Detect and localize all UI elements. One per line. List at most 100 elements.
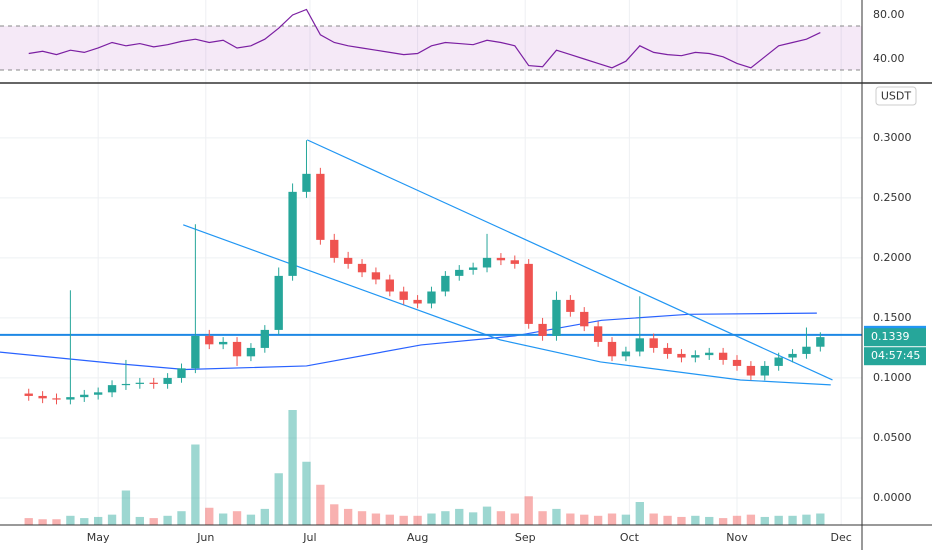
volume-bar — [135, 516, 144, 525]
volume-bar — [371, 513, 381, 525]
volume-bar — [246, 514, 256, 525]
volume-bar — [205, 507, 214, 525]
volume-bar — [343, 508, 353, 525]
volume-bar — [288, 410, 297, 525]
candle-body — [24, 393, 33, 396]
candle-body — [746, 365, 756, 376]
volume-bar — [107, 514, 117, 525]
volume-bar — [302, 461, 311, 525]
x-tick-label: Sep — [515, 531, 536, 544]
candle-body — [191, 335, 200, 369]
volume-bar — [163, 515, 172, 525]
volume-bar — [524, 496, 533, 525]
volume-bar — [177, 511, 186, 525]
volume-bar — [80, 518, 89, 525]
volume-bar — [593, 515, 603, 525]
candle-body — [385, 279, 394, 292]
x-tick-label: Oct — [620, 531, 640, 544]
candle-body — [107, 385, 117, 393]
candle-body — [330, 239, 339, 258]
volume-bar — [621, 514, 631, 525]
volume-bar — [38, 519, 47, 525]
volume-bar — [607, 513, 617, 525]
candle-body — [357, 263, 367, 273]
volume-bar — [24, 518, 33, 525]
candle-body — [413, 299, 422, 304]
price-label: 0.1339 — [871, 330, 910, 343]
candle-body — [635, 338, 644, 352]
candle-body — [371, 272, 381, 280]
candle-body — [455, 269, 464, 276]
volume-bar — [649, 513, 658, 525]
volume-bar — [802, 514, 811, 525]
rsi-line — [28, 8, 821, 69]
x-tick-label: Dec — [831, 531, 852, 544]
currency: USDT — [881, 90, 912, 103]
price-label-box — [864, 347, 926, 366]
candle-body — [52, 398, 61, 400]
candle-body — [441, 275, 450, 292]
candle-body — [66, 397, 75, 400]
volume-bar — [441, 511, 450, 525]
candle-body — [80, 394, 89, 398]
candle-body — [538, 323, 547, 336]
volume-bar — [455, 508, 464, 525]
y-tick-label: 0.3000 — [873, 131, 912, 144]
candle-body — [163, 377, 172, 384]
candle-body — [663, 347, 672, 354]
volume-bar — [330, 504, 339, 525]
volume-bar — [677, 516, 686, 525]
price-label-box — [864, 328, 926, 347]
y-tick-label: 0.2000 — [873, 251, 912, 264]
rsi-tick-label: 40.00 — [873, 52, 905, 65]
candle-body — [274, 275, 283, 330]
volume-bar — [468, 512, 478, 525]
y-tick-label: 0.0000 — [873, 491, 912, 504]
candle-body — [468, 267, 478, 270]
volume-bar — [427, 513, 436, 525]
volume-bar — [746, 514, 756, 525]
rsi-tick-label: 80.00 — [873, 8, 905, 21]
volume-bar — [760, 516, 769, 525]
volume-bar — [691, 515, 700, 525]
volume-bar — [232, 511, 242, 525]
volume-bar — [663, 515, 672, 525]
y-tick-label: 0.0500 — [873, 431, 912, 444]
trendline — [306, 139, 833, 381]
volume-bar — [482, 506, 492, 525]
volume-bar — [357, 511, 367, 525]
candle-body — [788, 353, 797, 358]
volume-bar — [732, 515, 742, 525]
candle-body — [218, 341, 228, 345]
x-tick-label: Nov — [726, 531, 748, 544]
candle-body — [593, 326, 603, 342]
y-tick-label: 0.2500 — [873, 191, 912, 204]
candle-body — [691, 355, 700, 358]
currency-box[interactable] — [875, 86, 917, 106]
candle-body — [316, 173, 325, 240]
candle-body — [121, 383, 131, 386]
candle-body — [607, 341, 617, 357]
candle-body — [524, 263, 533, 324]
candle-body — [496, 257, 506, 261]
moving-average — [0, 312, 817, 371]
x-tick-label: Jun — [196, 531, 214, 544]
volume-bar — [413, 515, 422, 525]
volume-bar — [580, 514, 589, 525]
x-tick-label: Jul — [302, 531, 316, 544]
x-tick-label: May — [87, 531, 110, 544]
y-tick-label: 0.1500 — [873, 311, 912, 324]
volume-bar — [121, 490, 131, 525]
volume-bar — [191, 444, 200, 525]
candle-body — [482, 257, 492, 268]
volume-bar — [510, 513, 519, 525]
candle-body — [260, 329, 269, 348]
candle-body — [705, 352, 714, 356]
candle-body — [246, 347, 256, 357]
candle-body — [816, 337, 825, 347]
volume-bar — [788, 515, 797, 525]
volume-bar — [52, 519, 61, 525]
candle-body — [93, 392, 103, 395]
candle-body — [399, 291, 408, 300]
